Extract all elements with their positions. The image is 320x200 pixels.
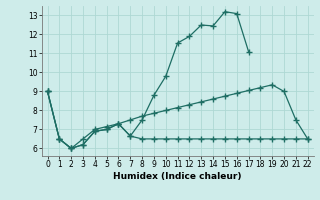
X-axis label: Humidex (Indice chaleur): Humidex (Indice chaleur) bbox=[113, 172, 242, 181]
